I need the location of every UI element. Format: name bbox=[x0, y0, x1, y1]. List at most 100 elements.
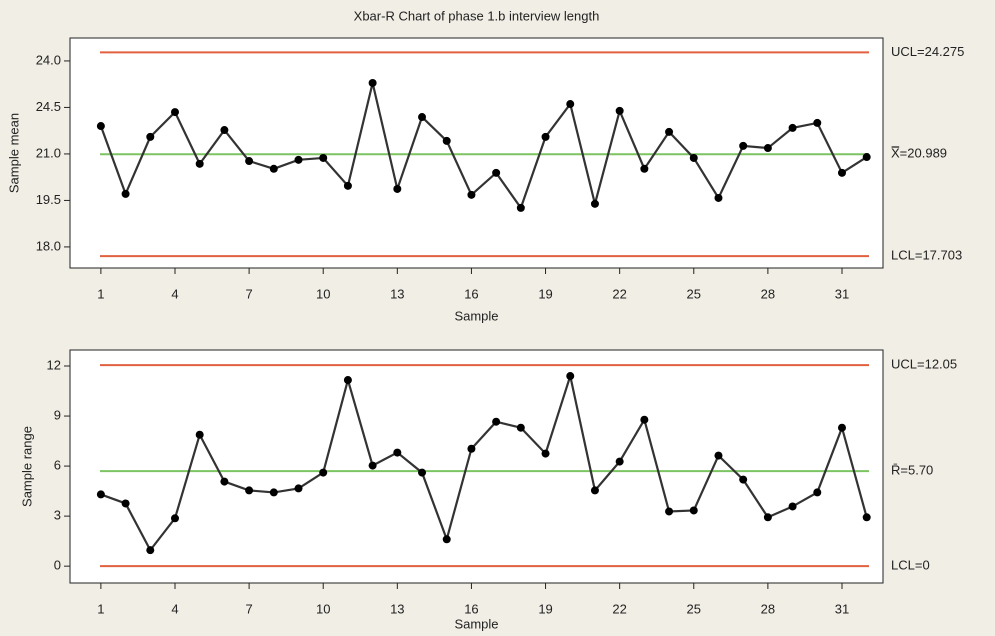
data-point bbox=[739, 141, 748, 150]
data-point bbox=[319, 153, 328, 162]
data-point bbox=[590, 199, 599, 208]
control-label: X̿=20.989 bbox=[891, 146, 947, 161]
data-point bbox=[418, 468, 427, 477]
data-point bbox=[788, 123, 797, 132]
y-tick-label: 3 bbox=[54, 508, 61, 523]
data-point bbox=[368, 461, 377, 470]
control-label: UCL=12.05 bbox=[891, 357, 957, 372]
data-point bbox=[442, 535, 451, 544]
y-tick-label: 12 bbox=[47, 357, 61, 372]
data-point bbox=[343, 181, 352, 190]
data-point bbox=[739, 475, 748, 484]
data-point bbox=[640, 164, 649, 173]
data-point bbox=[294, 484, 303, 493]
x-tick-label: 28 bbox=[761, 601, 775, 616]
control-label: UCL=24.275 bbox=[891, 44, 964, 59]
data-point bbox=[467, 190, 476, 199]
data-point bbox=[492, 168, 501, 177]
x-tick-label: 19 bbox=[538, 286, 552, 301]
data-point bbox=[689, 153, 698, 162]
data-point bbox=[343, 376, 352, 385]
data-point bbox=[96, 122, 105, 131]
x-tick-label: 16 bbox=[464, 286, 478, 301]
data-point bbox=[393, 448, 402, 457]
x-axis-label: Sample bbox=[454, 308, 498, 323]
data-point bbox=[170, 514, 179, 523]
data-point bbox=[541, 132, 550, 141]
data-point bbox=[146, 546, 155, 555]
data-point bbox=[813, 488, 822, 497]
data-point bbox=[837, 423, 846, 432]
data-point bbox=[813, 118, 822, 127]
x-tick-label: 10 bbox=[316, 286, 330, 301]
data-point bbox=[640, 415, 649, 424]
x-tick-label: 13 bbox=[390, 601, 404, 616]
data-point bbox=[516, 203, 525, 212]
data-point bbox=[442, 136, 451, 145]
x-tick-label: 1 bbox=[97, 286, 104, 301]
data-point bbox=[492, 417, 501, 426]
data-point bbox=[689, 506, 698, 515]
y-axis-label: Sample mean bbox=[6, 113, 21, 193]
data-point bbox=[418, 113, 427, 122]
data-point bbox=[763, 513, 772, 522]
data-point bbox=[862, 513, 871, 522]
data-point bbox=[269, 488, 278, 497]
y-tick-label: 18.0 bbox=[36, 238, 61, 253]
data-point bbox=[541, 449, 550, 458]
data-point bbox=[566, 372, 575, 381]
data-point bbox=[788, 502, 797, 511]
x-tick-label: 13 bbox=[390, 286, 404, 301]
data-point bbox=[121, 499, 130, 508]
x-tick-label: 22 bbox=[612, 601, 626, 616]
data-point bbox=[245, 486, 254, 495]
x-tick-label: 19 bbox=[538, 601, 552, 616]
data-point bbox=[294, 155, 303, 164]
data-point bbox=[220, 477, 229, 486]
plot-area bbox=[69, 37, 884, 269]
x-tick-label: 4 bbox=[171, 601, 178, 616]
data-point bbox=[862, 153, 871, 162]
y-tick-label: 24.0 bbox=[36, 52, 61, 67]
x-tick-label: 4 bbox=[171, 286, 178, 301]
y-tick-label: 21.0 bbox=[36, 145, 61, 160]
data-point bbox=[245, 157, 254, 166]
data-point bbox=[714, 451, 723, 460]
data-point bbox=[170, 108, 179, 117]
data-point bbox=[121, 189, 130, 198]
control-label: R̄=5.70 bbox=[891, 463, 933, 478]
data-point bbox=[269, 164, 278, 173]
x-tick-label: 7 bbox=[245, 286, 252, 301]
control-label: LCL=0 bbox=[891, 558, 930, 573]
data-point bbox=[195, 159, 204, 168]
plot-area bbox=[69, 349, 884, 584]
data-point bbox=[516, 423, 525, 432]
y-tick-label: 24.5 bbox=[36, 99, 61, 114]
data-point bbox=[96, 490, 105, 499]
data-point bbox=[615, 106, 624, 115]
chart-title: Xbar-R Chart of phase 1.b interview leng… bbox=[354, 8, 600, 23]
data-point bbox=[319, 468, 328, 477]
data-point bbox=[665, 507, 674, 516]
data-point bbox=[393, 184, 402, 193]
x-tick-label: 1 bbox=[97, 601, 104, 616]
x-tick-label: 16 bbox=[464, 601, 478, 616]
data-point bbox=[220, 126, 229, 135]
data-point bbox=[615, 457, 624, 466]
data-point bbox=[146, 132, 155, 141]
data-point bbox=[763, 144, 772, 153]
data-point bbox=[590, 486, 599, 495]
y-tick-label: 9 bbox=[54, 407, 61, 422]
x-tick-label: 31 bbox=[835, 601, 849, 616]
y-tick-label: 6 bbox=[54, 458, 61, 473]
data-point bbox=[368, 78, 377, 87]
data-point bbox=[467, 444, 476, 453]
x-tick-label: 28 bbox=[761, 286, 775, 301]
data-point bbox=[837, 168, 846, 177]
control-label: LCL=17.703 bbox=[891, 248, 962, 263]
y-axis-label: Sample range bbox=[19, 426, 34, 507]
series-line bbox=[100, 371, 868, 553]
x-tick-label: 10 bbox=[316, 601, 330, 616]
